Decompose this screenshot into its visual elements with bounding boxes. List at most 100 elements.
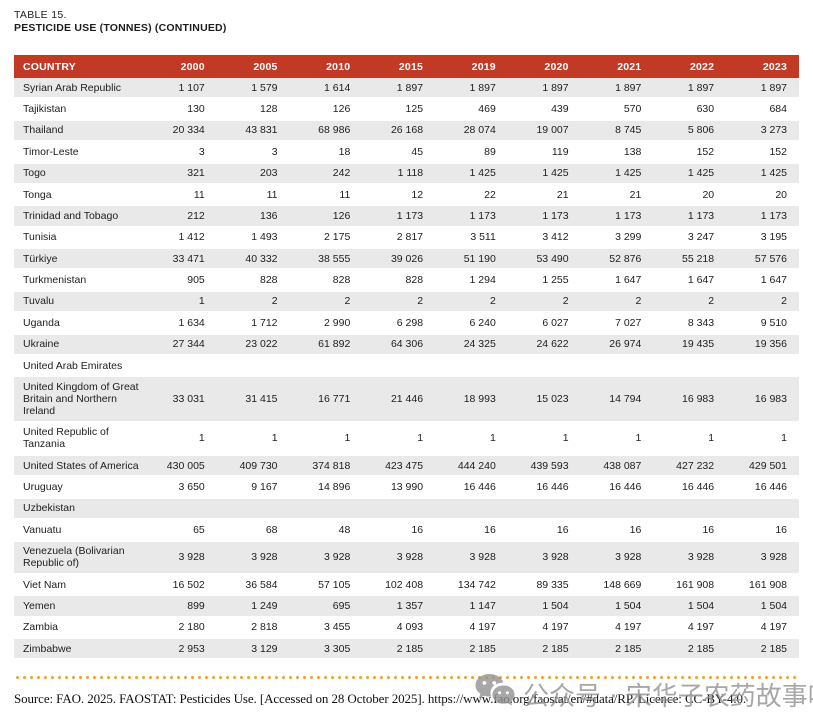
value-cell: 2 185 bbox=[507, 639, 581, 661]
value-cell: 134 742 bbox=[435, 574, 508, 597]
value-cell: 161 908 bbox=[726, 574, 799, 597]
value-cell: 1 173 bbox=[726, 206, 799, 228]
value-cell: 321 bbox=[144, 163, 217, 185]
table-row: Tuvalu 1 2 2 2 2 2 2 2 2 bbox=[14, 291, 799, 314]
country-cell: Togo bbox=[14, 163, 144, 185]
value-cell: 27 344 bbox=[144, 334, 217, 356]
value-cell bbox=[507, 498, 581, 521]
country-cell: Thailand bbox=[14, 120, 144, 143]
value-cell: 242 bbox=[289, 163, 363, 185]
value-cell: 148 669 bbox=[580, 574, 654, 597]
value-cell: 1 712 bbox=[216, 313, 290, 335]
value-cell: 8 343 bbox=[653, 313, 727, 335]
column-header-year: 2020 bbox=[507, 55, 581, 78]
value-cell: 1 634 bbox=[144, 313, 217, 335]
value-cell: 16 983 bbox=[726, 377, 799, 423]
value-cell: 2 990 bbox=[289, 313, 363, 335]
value-cell: 16 bbox=[507, 520, 581, 542]
value-cell: 2 bbox=[216, 291, 290, 314]
value-cell: 18 bbox=[289, 142, 363, 164]
value-cell: 48 bbox=[289, 520, 363, 542]
country-cell: United Republic of Tanzania bbox=[14, 422, 144, 456]
value-cell: 1 bbox=[144, 422, 217, 456]
value-cell bbox=[580, 498, 654, 521]
value-cell: 16 446 bbox=[435, 477, 508, 499]
value-cell: 11 bbox=[289, 184, 363, 207]
value-cell: 1 579 bbox=[216, 78, 290, 100]
value-cell: 439 593 bbox=[507, 456, 581, 478]
value-cell bbox=[653, 498, 727, 521]
value-cell: 1 412 bbox=[144, 227, 217, 249]
country-cell: Tunisia bbox=[14, 227, 144, 249]
value-cell: 1 107 bbox=[144, 78, 217, 100]
value-cell: 1 357 bbox=[362, 596, 436, 618]
value-cell: 33 031 bbox=[144, 377, 217, 423]
value-cell: 1 504 bbox=[653, 596, 727, 618]
value-cell: 3 455 bbox=[289, 617, 363, 639]
watermark: 公众号 · 宋华子农药故事吧 bbox=[474, 672, 813, 722]
country-cell: Syrian Arab Republic bbox=[14, 78, 144, 100]
value-cell: 18 993 bbox=[435, 377, 508, 423]
value-cell: 1 614 bbox=[289, 78, 363, 100]
value-cell: 1 173 bbox=[653, 206, 727, 228]
value-cell: 1 493 bbox=[216, 227, 290, 249]
value-cell: 2 bbox=[435, 291, 508, 314]
column-header-country: COUNTRY bbox=[14, 55, 144, 78]
value-cell: 444 240 bbox=[435, 456, 508, 478]
column-header-year: 2005 bbox=[216, 55, 290, 78]
value-cell: 3 928 bbox=[653, 541, 727, 575]
country-cell: Tonga bbox=[14, 184, 144, 207]
value-cell: 68 986 bbox=[289, 120, 363, 143]
value-cell: 20 bbox=[726, 184, 799, 207]
value-cell: 55 218 bbox=[653, 249, 727, 271]
column-header-year: 2021 bbox=[580, 55, 654, 78]
value-cell: 138 bbox=[580, 142, 654, 164]
value-cell bbox=[362, 355, 436, 378]
value-cell: 16 bbox=[580, 520, 654, 542]
value-cell: 1 294 bbox=[435, 270, 508, 292]
value-cell: 212 bbox=[144, 206, 217, 228]
column-header-year: 2015 bbox=[362, 55, 436, 78]
wechat-icon bbox=[474, 672, 516, 722]
country-cell: Turkmenistan bbox=[14, 270, 144, 292]
value-cell: 2 818 bbox=[216, 617, 290, 639]
value-cell: 570 bbox=[580, 99, 654, 121]
table-row: Tajikistan 130 128 126 125 469 439 570 630 684 bbox=[14, 99, 799, 121]
country-cell: Uzbekistan bbox=[14, 498, 144, 521]
value-cell: 24 622 bbox=[507, 334, 581, 356]
value-cell: 11 bbox=[216, 184, 290, 207]
value-cell: 3 129 bbox=[216, 639, 290, 661]
column-header-year: 2010 bbox=[289, 55, 363, 78]
table-row: Tonga 11 11 11 12 22 21 21 20 20 bbox=[14, 184, 799, 207]
value-cell: 3 bbox=[216, 142, 290, 164]
value-cell: 2 bbox=[653, 291, 727, 314]
value-cell: 1 118 bbox=[362, 163, 436, 185]
value-cell: 427 232 bbox=[653, 456, 727, 478]
value-cell: 3 928 bbox=[580, 541, 654, 575]
value-cell: 19 435 bbox=[653, 334, 727, 356]
value-cell: 28 074 bbox=[435, 120, 508, 143]
value-cell bbox=[289, 355, 363, 378]
value-cell: 2 185 bbox=[653, 639, 727, 661]
value-cell: 3 299 bbox=[580, 227, 654, 249]
value-cell: 429 501 bbox=[726, 456, 799, 478]
table-row: Timor-Leste 3 3 18 45 89 119 138 152 152 bbox=[14, 142, 799, 164]
value-cell: 1 bbox=[653, 422, 727, 456]
value-cell: 439 bbox=[507, 99, 581, 121]
value-cell: 12 bbox=[362, 184, 436, 207]
value-cell: 4 197 bbox=[653, 617, 727, 639]
country-cell: United Arab Emirates bbox=[14, 355, 144, 378]
value-cell: 22 bbox=[435, 184, 508, 207]
value-cell bbox=[144, 498, 217, 521]
value-cell: 3 511 bbox=[435, 227, 508, 249]
value-cell: 68 bbox=[216, 520, 290, 542]
value-cell: 1 504 bbox=[726, 596, 799, 618]
value-cell: 1 bbox=[435, 422, 508, 456]
value-cell: 3 195 bbox=[726, 227, 799, 249]
value-cell: 1 504 bbox=[580, 596, 654, 618]
value-cell: 2 bbox=[726, 291, 799, 314]
value-cell: 409 730 bbox=[216, 456, 290, 478]
table-row: Trinidad and Tobago 212 136 126 1 173 1 173 1 … bbox=[14, 206, 799, 228]
table-row: Uzbekistan bbox=[14, 498, 799, 521]
column-header-year: 2019 bbox=[435, 55, 508, 78]
